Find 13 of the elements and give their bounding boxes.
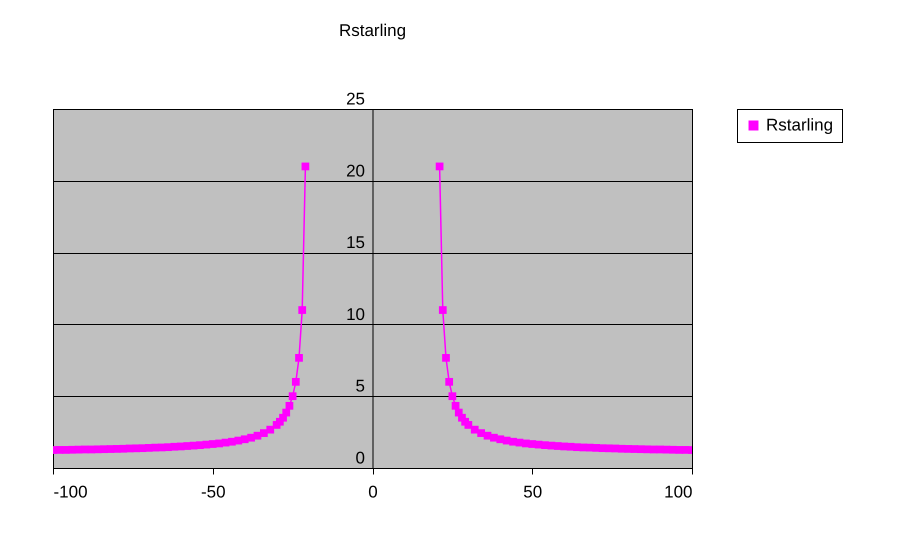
x-tick-label: 100 [664,482,692,502]
y-tick-label: 0 [356,448,365,468]
x-tick-label: 50 [523,482,542,502]
y-tick-label: 10 [346,304,365,324]
x-tick-label: -100 [54,482,88,502]
x-tick-label: -50 [200,482,226,502]
chart-title: Rstarling [338,21,406,40]
y-tick-label: 25 [346,90,365,108]
y-tick-label: 15 [346,233,365,252]
y-tick-label: 20 [346,161,365,180]
y-tick-label: 5 [356,376,365,396]
legend-label: Rstarling [766,116,834,134]
x-tick-label: 0 [368,482,378,502]
